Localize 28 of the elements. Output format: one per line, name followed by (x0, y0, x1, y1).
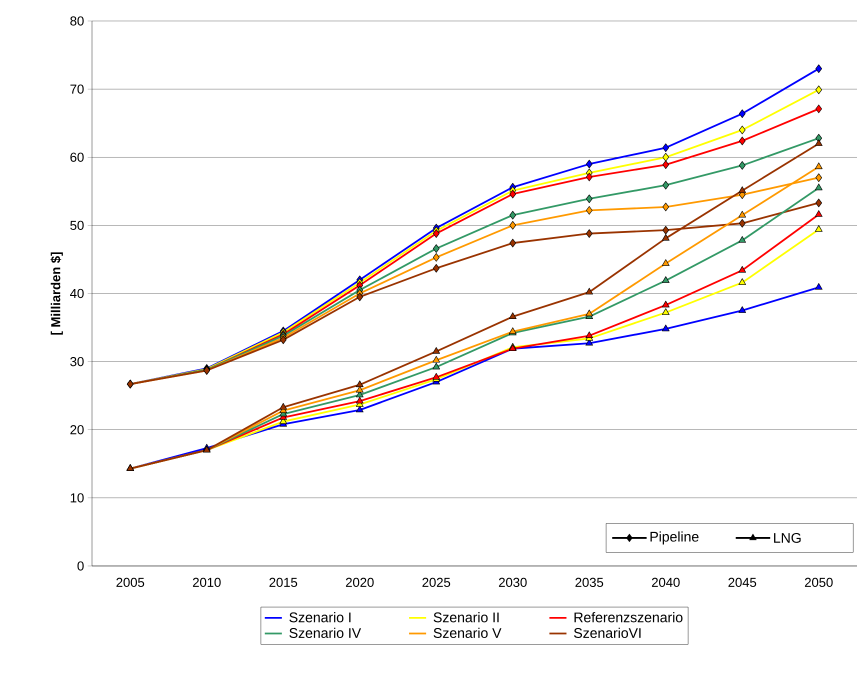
y-tick-label: 80 (70, 16, 84, 26)
x-tick-label: 2010 (192, 578, 221, 587)
legend-label: Szenario I (289, 612, 351, 622)
x-tick-label: 2040 (652, 578, 680, 587)
y-tick-label: 60 (70, 152, 84, 162)
x-tick-label: 2035 (575, 578, 604, 587)
y-tick-label: 0 (77, 561, 84, 571)
y-axis-title: [ Milliarden $] (50, 252, 63, 335)
x-tick-label: 2005 (116, 578, 144, 587)
x-tick-label: 2050 (804, 578, 833, 587)
y-tick-label: 40 (70, 288, 84, 298)
x-tick-label: 2045 (728, 578, 756, 587)
y-tick-label: 30 (70, 357, 84, 366)
legend-label: SzenarioVI (574, 628, 641, 638)
y-tick-label: 20 (70, 425, 84, 434)
x-tick-label: 2030 (498, 578, 527, 587)
legend-label: Pipeline (650, 531, 699, 544)
legend-label: LNG (774, 532, 801, 543)
x-tick-label: 2020 (346, 578, 374, 587)
y-tick-label: 10 (70, 493, 84, 502)
legend-label: Szenario IV (289, 628, 362, 638)
legend-label: Szenario V (434, 628, 502, 638)
x-tick-label: 2025 (422, 578, 450, 587)
x-tick-label: 2015 (269, 578, 298, 587)
legend-label: Szenario II (434, 612, 499, 622)
legend-label: Referenzszenario (574, 612, 682, 622)
y-tick-label: 70 (70, 84, 84, 94)
y-tick-label: 50 (70, 220, 84, 230)
